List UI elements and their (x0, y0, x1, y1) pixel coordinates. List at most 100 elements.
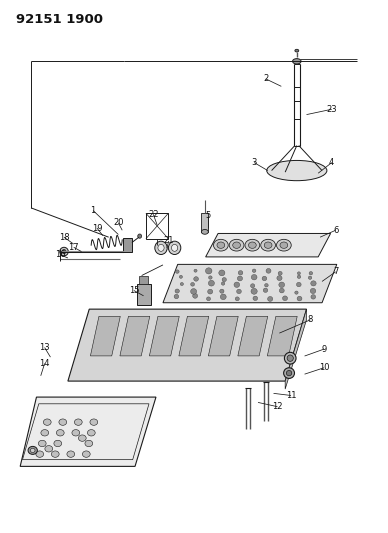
Ellipse shape (90, 419, 98, 425)
Polygon shape (20, 397, 156, 466)
Text: 9: 9 (321, 345, 327, 353)
Polygon shape (238, 317, 268, 356)
Text: 2: 2 (263, 75, 268, 83)
Text: 22: 22 (148, 210, 159, 219)
Text: 18: 18 (59, 233, 69, 241)
Ellipse shape (213, 239, 228, 251)
Ellipse shape (279, 282, 284, 287)
Ellipse shape (295, 291, 298, 294)
Text: 8: 8 (308, 316, 313, 324)
Ellipse shape (296, 282, 301, 287)
Ellipse shape (280, 242, 288, 248)
Polygon shape (208, 317, 238, 356)
Ellipse shape (191, 288, 197, 294)
Ellipse shape (311, 295, 315, 299)
Text: 20: 20 (113, 219, 124, 227)
Ellipse shape (41, 430, 48, 436)
Text: 10: 10 (319, 364, 329, 372)
Text: 15: 15 (128, 286, 139, 295)
Ellipse shape (30, 448, 35, 453)
Ellipse shape (245, 239, 260, 251)
Text: 12: 12 (272, 402, 283, 411)
Ellipse shape (262, 276, 267, 281)
Ellipse shape (297, 272, 300, 274)
Text: 13: 13 (39, 343, 50, 352)
Ellipse shape (297, 296, 302, 301)
Ellipse shape (193, 294, 197, 298)
Text: 92151 1900: 92151 1900 (16, 13, 102, 26)
Ellipse shape (54, 440, 62, 447)
Ellipse shape (85, 440, 93, 447)
Text: 23: 23 (326, 105, 337, 114)
Ellipse shape (82, 451, 90, 457)
Ellipse shape (309, 271, 313, 275)
Ellipse shape (234, 282, 240, 287)
Polygon shape (90, 317, 120, 356)
Ellipse shape (282, 296, 288, 301)
Ellipse shape (311, 281, 316, 286)
Polygon shape (206, 233, 331, 257)
Text: 21: 21 (163, 237, 174, 245)
Ellipse shape (287, 355, 293, 361)
Ellipse shape (87, 430, 95, 436)
Ellipse shape (253, 296, 258, 301)
Ellipse shape (56, 430, 64, 436)
Polygon shape (267, 317, 297, 356)
Ellipse shape (179, 276, 182, 278)
Text: 19: 19 (92, 224, 102, 232)
Bar (146, 213, 168, 239)
Ellipse shape (158, 244, 164, 251)
Text: 3: 3 (251, 158, 257, 167)
Ellipse shape (155, 241, 167, 255)
Ellipse shape (265, 284, 268, 287)
Ellipse shape (229, 239, 244, 251)
Ellipse shape (267, 160, 327, 181)
Ellipse shape (284, 368, 294, 378)
Ellipse shape (138, 234, 142, 238)
Ellipse shape (36, 451, 43, 457)
Ellipse shape (59, 419, 67, 425)
Ellipse shape (310, 288, 316, 294)
Text: 4: 4 (329, 158, 334, 167)
Ellipse shape (295, 49, 299, 52)
Ellipse shape (220, 289, 224, 293)
Text: 5: 5 (205, 212, 210, 220)
Ellipse shape (45, 446, 53, 452)
Ellipse shape (248, 242, 256, 248)
Ellipse shape (74, 419, 82, 425)
Ellipse shape (233, 242, 241, 248)
Ellipse shape (279, 288, 284, 293)
Ellipse shape (237, 289, 241, 294)
Text: 11: 11 (286, 391, 296, 400)
Ellipse shape (266, 269, 271, 273)
Ellipse shape (194, 269, 197, 272)
Text: 1: 1 (90, 206, 96, 215)
Ellipse shape (206, 268, 212, 274)
Ellipse shape (208, 280, 215, 286)
Ellipse shape (191, 282, 194, 286)
Ellipse shape (220, 294, 226, 300)
Ellipse shape (51, 451, 59, 457)
Ellipse shape (252, 269, 256, 272)
Ellipse shape (38, 440, 46, 447)
Ellipse shape (174, 294, 179, 298)
Bar (139, 276, 148, 284)
Ellipse shape (251, 288, 257, 294)
Ellipse shape (221, 282, 225, 285)
Ellipse shape (175, 270, 179, 273)
Ellipse shape (293, 59, 301, 64)
Ellipse shape (222, 278, 226, 281)
Ellipse shape (237, 276, 242, 281)
Bar (201, 213, 208, 232)
Ellipse shape (208, 289, 213, 294)
Ellipse shape (263, 288, 268, 293)
Ellipse shape (72, 430, 80, 436)
Ellipse shape (219, 270, 225, 276)
Text: 16: 16 (55, 251, 66, 259)
Text: 17: 17 (68, 243, 79, 252)
Polygon shape (120, 317, 150, 356)
Ellipse shape (168, 241, 181, 255)
Ellipse shape (171, 244, 178, 251)
Ellipse shape (277, 276, 282, 280)
Ellipse shape (235, 297, 239, 301)
